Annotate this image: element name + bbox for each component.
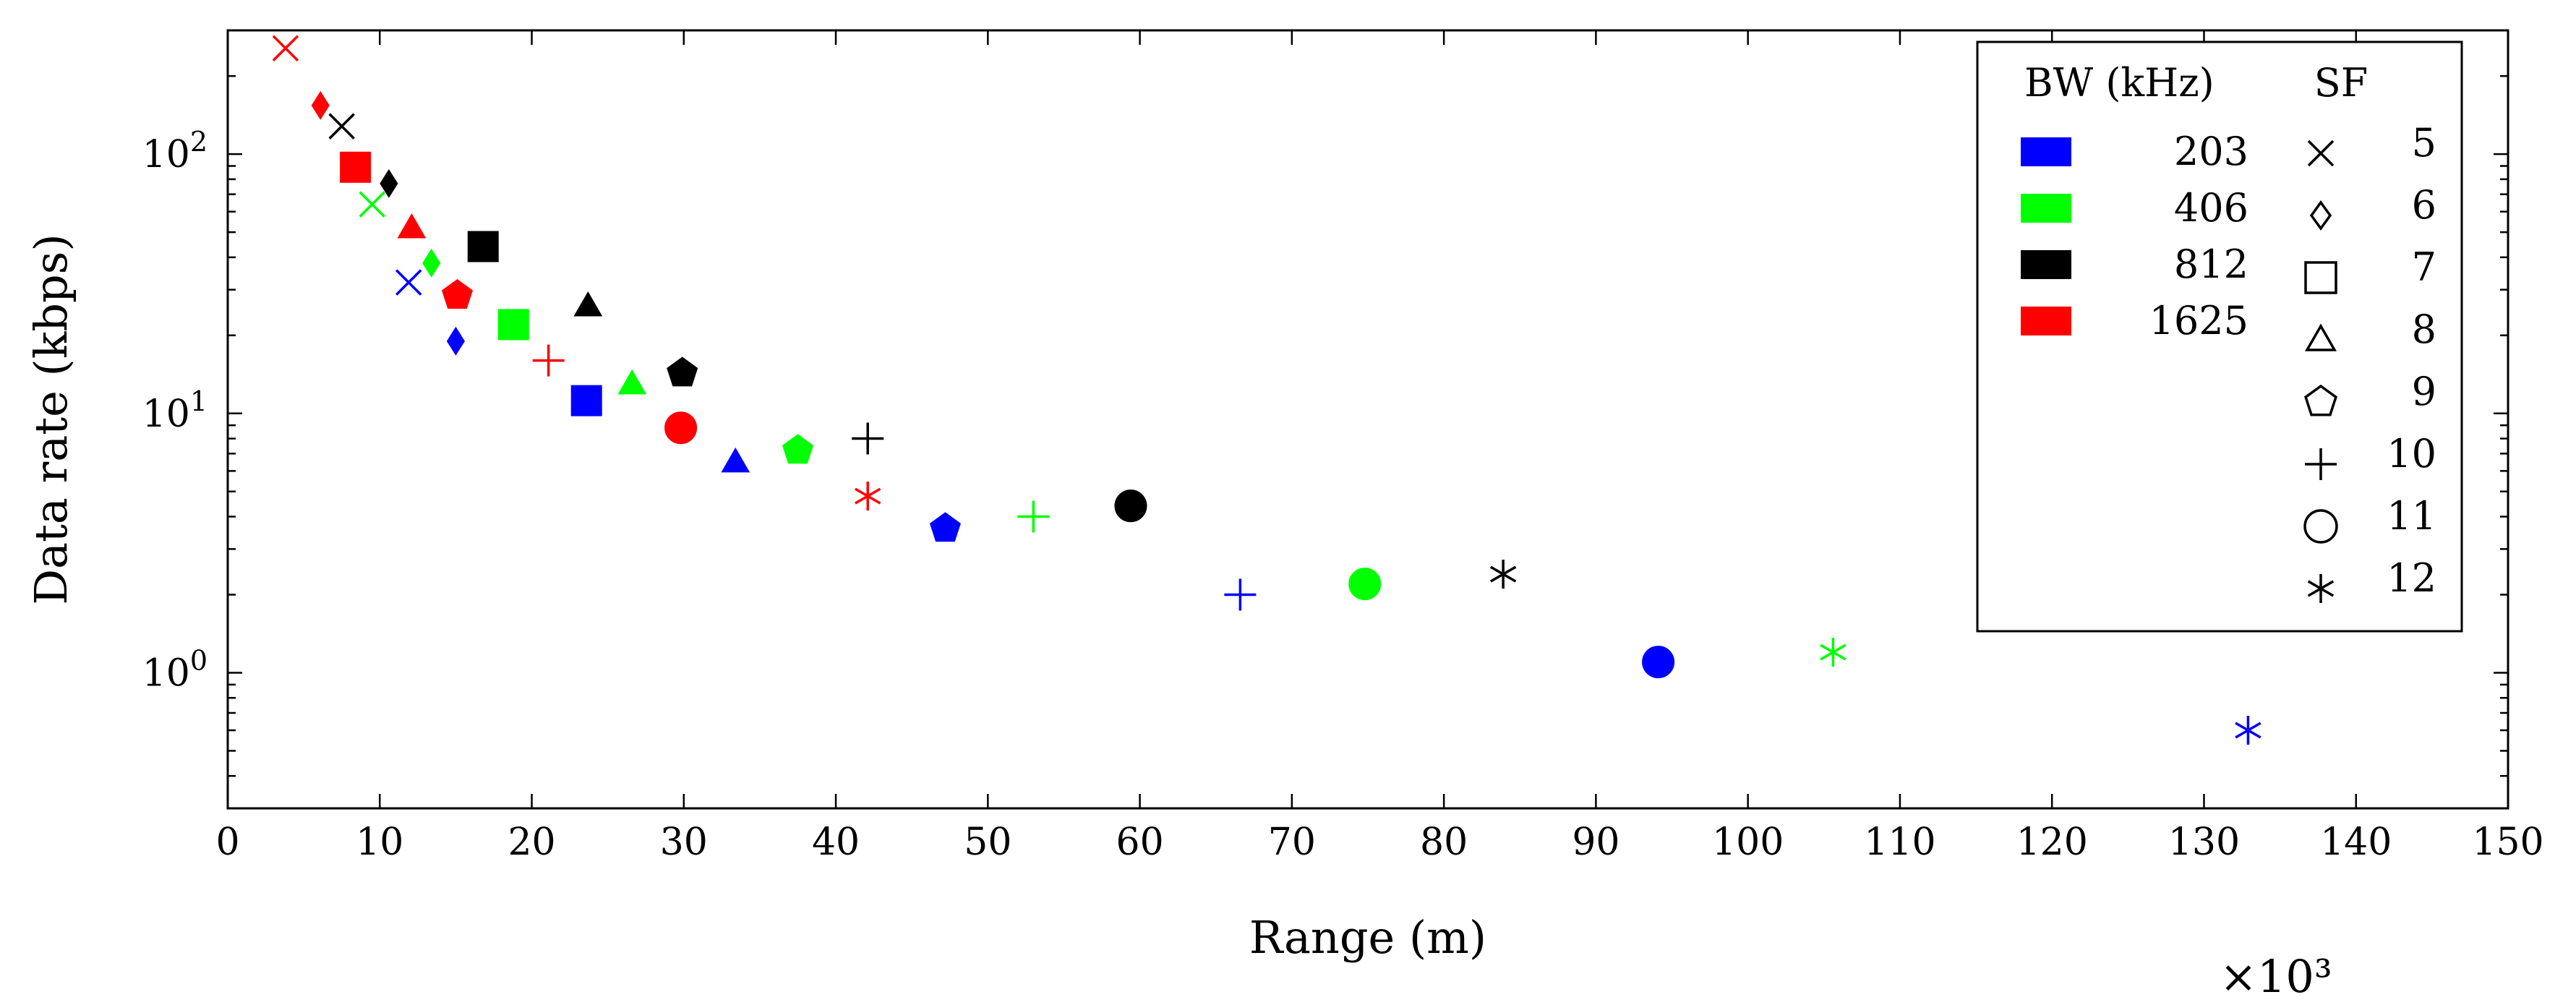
point-bw1625-sf6 xyxy=(311,90,330,120)
legend-swatch-812 xyxy=(2021,250,2071,279)
point-bw406-sf10 xyxy=(1017,500,1050,533)
legend-sf-label: 5 xyxy=(2412,120,2436,166)
triangle-icon xyxy=(2304,323,2337,351)
point-bw1625-sf8 xyxy=(397,213,427,239)
point-bw1625-sf9 xyxy=(441,279,474,309)
x-axis-title: Range (m) xyxy=(1249,911,1486,964)
legend-sf-label: 12 xyxy=(2387,555,2436,601)
legend: BW (kHz) SF 203 406 812 1625 5 6 7 8 9 10 11 12 xyxy=(1976,40,2463,633)
point-bw406-sf9 xyxy=(782,434,814,464)
point-bw406-sf7 xyxy=(497,309,529,341)
legend-bw-label: 1625 xyxy=(2149,298,2248,343)
legend-sf-label: 7 xyxy=(2412,244,2436,290)
point-bw812-sf5 xyxy=(328,113,355,140)
point-bw203-sf9 xyxy=(929,512,961,542)
square-icon xyxy=(2304,261,2337,294)
x-tick-label: 10 xyxy=(356,821,403,864)
point-bw812-sf9 xyxy=(667,356,698,387)
point-bw406-sf6 xyxy=(422,248,441,278)
legend-bw-entries: 203 406 812 1625 xyxy=(2021,129,2248,343)
point-bw812-sf6 xyxy=(380,168,398,198)
legend-sf-entries: 5 6 7 8 9 10 11 12 xyxy=(2303,120,2436,603)
data-markers xyxy=(272,35,2262,745)
circle-icon xyxy=(2303,509,2338,544)
legend-sf-label: 6 xyxy=(2412,182,2436,228)
point-bw203-sf10 xyxy=(1224,578,1257,611)
point-bw203-sf11 xyxy=(1642,646,1675,679)
legend-bw-label: 203 xyxy=(2174,129,2248,174)
y-tick-label: 102 xyxy=(142,126,207,176)
axis-ticks xyxy=(226,29,2509,810)
legend-sf-label: 8 xyxy=(2412,307,2436,352)
x-tick-label: 70 xyxy=(1268,821,1316,864)
diamond-icon xyxy=(2309,200,2332,231)
point-bw406-sf5 xyxy=(359,191,385,218)
y-tick-labels: 100 101 102 xyxy=(142,126,207,695)
legend-sf-header: SF xyxy=(2314,60,2368,106)
legend-bw-header: BW (kHz) xyxy=(2024,60,2215,106)
point-bw203-sf7 xyxy=(570,385,602,416)
legend-sf-label: 9 xyxy=(2412,369,2436,414)
x-tick-label: 130 xyxy=(2168,821,2240,864)
plus-icon xyxy=(2305,448,2337,480)
point-bw812-sf10 xyxy=(852,422,884,455)
point-bw812-sf8 xyxy=(573,291,603,317)
point-bw1625-sf5 xyxy=(272,35,299,61)
x-tick-label: 50 xyxy=(964,821,1011,864)
x-tick-labels: 0 10 20 30 40 50 60 70 80 90 100 110 120 130 140 150 xyxy=(215,821,2543,864)
legend-sf-label: 11 xyxy=(2387,493,2436,539)
point-bw203-sf12 xyxy=(2235,716,2262,745)
x-tick-label: 80 xyxy=(1420,821,1468,864)
legend-swatch-203 xyxy=(2021,137,2071,166)
x-tick-label: 100 xyxy=(1712,821,1784,864)
point-bw406-sf11 xyxy=(1348,568,1382,601)
legend-swatch-1625 xyxy=(2021,307,2071,335)
x-tick-label: 120 xyxy=(2016,821,2088,864)
x-tick-label: 150 xyxy=(2472,821,2543,864)
y-axis-title: Data rate (kbps) xyxy=(25,234,77,604)
point-bw406-sf12 xyxy=(1820,638,1847,667)
legend-bw-label: 406 xyxy=(2174,185,2248,231)
point-bw1625-sf10 xyxy=(532,344,565,377)
x-tick-label: 110 xyxy=(1864,821,1935,864)
point-bw1625-sf7 xyxy=(340,151,372,183)
x-tick-label: 90 xyxy=(1572,821,1619,864)
x-tick-label: 60 xyxy=(1116,821,1164,864)
point-bw406-sf8 xyxy=(617,369,647,395)
asterisk-icon xyxy=(2307,574,2335,603)
point-bw203-sf8 xyxy=(721,447,750,473)
point-bw203-sf6 xyxy=(446,326,465,356)
x-tick-label: 0 xyxy=(215,821,239,864)
cross-icon xyxy=(2307,140,2335,167)
legend-swatch-406 xyxy=(2021,194,2071,223)
point-bw1625-sf11 xyxy=(664,411,698,445)
legend-sf-label: 10 xyxy=(2387,431,2436,476)
x-axis-multiplier: ×10³ xyxy=(2220,950,2332,1003)
x-tick-label: 140 xyxy=(2320,821,2392,864)
y-tick-label: 101 xyxy=(142,385,207,436)
point-bw812-sf7 xyxy=(467,231,499,262)
legend-bw-label: 812 xyxy=(2174,241,2248,287)
plot-frame xyxy=(226,29,2509,810)
point-bw203-sf5 xyxy=(395,269,422,296)
point-bw1625-sf12 xyxy=(855,482,881,511)
point-bw812-sf11 xyxy=(1114,489,1147,523)
point-bw812-sf12 xyxy=(1489,560,1517,589)
pentagon-icon xyxy=(2304,384,2337,416)
x-tick-label: 40 xyxy=(812,821,860,864)
x-tick-label: 30 xyxy=(660,821,708,864)
y-tick-label: 100 xyxy=(142,644,207,695)
x-tick-label: 20 xyxy=(508,821,555,864)
